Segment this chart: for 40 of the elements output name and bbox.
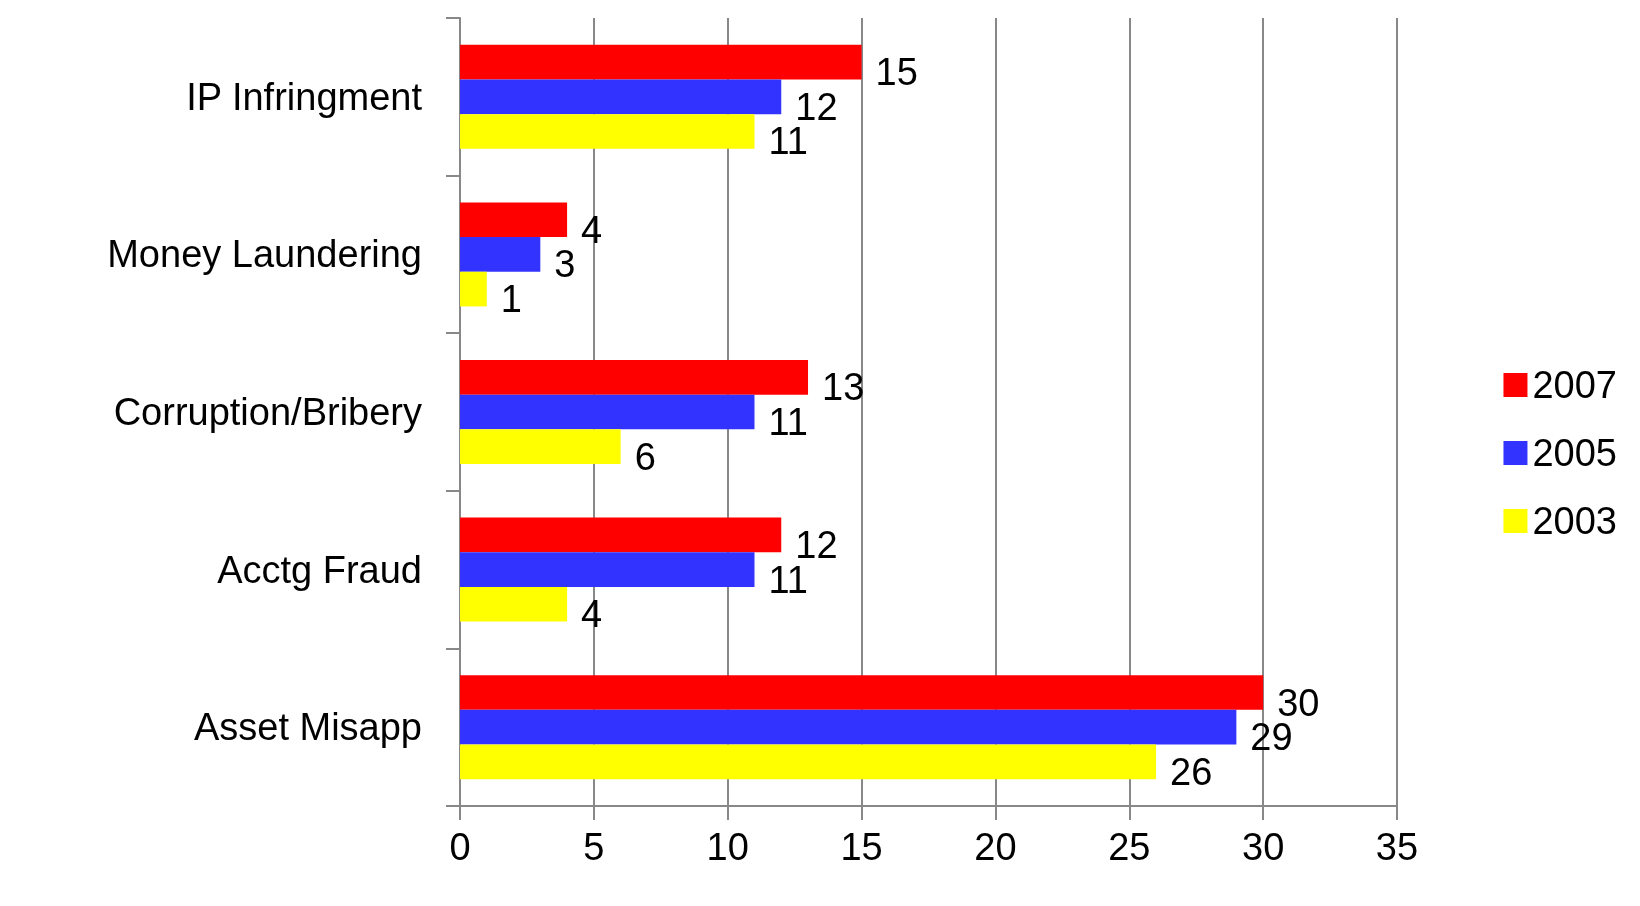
bar (460, 237, 541, 272)
x-tick-label: 25 (1108, 826, 1151, 868)
data-label: 4 (581, 593, 603, 636)
bar (460, 359, 809, 395)
legend-label: 2007 (1532, 364, 1618, 406)
legend-label: 2005 (1532, 432, 1618, 474)
bar (460, 202, 568, 238)
data-label: 1 (500, 278, 522, 321)
data-label: 6 (634, 435, 656, 478)
bar (460, 552, 755, 587)
bar (460, 709, 1237, 745)
bar (460, 271, 487, 307)
data-label: 15 (875, 51, 918, 94)
bar (460, 744, 1157, 780)
x-tick-label: 5 (583, 826, 605, 868)
data-label: 13 (822, 366, 865, 409)
x-tick-label: 15 (840, 826, 883, 868)
y-tick-label: Corruption/Bribery (113, 391, 422, 433)
bar (460, 79, 782, 115)
legend-label: 2003 (1532, 500, 1618, 542)
data-label: 4 (581, 208, 603, 251)
x-tick-label: 0 (449, 826, 471, 868)
data-label: 26 (1170, 750, 1213, 793)
x-tick-label: 35 (1375, 826, 1419, 868)
y-tick-label: Money Laundering (107, 233, 422, 276)
bar (460, 429, 621, 465)
x-tick-label: 30 (1242, 826, 1285, 868)
data-label: 11 (768, 401, 808, 443)
y-tick-label: Asset Misapp (193, 706, 422, 749)
bar (460, 675, 1264, 710)
y-tick-label: Acctg Fraud (217, 548, 422, 591)
x-tick-label: 20 (974, 826, 1017, 868)
bar (460, 586, 568, 622)
bar (460, 394, 755, 430)
y-tick-label: IP Infringment (186, 75, 423, 118)
bar (460, 44, 862, 80)
data-label: 3 (554, 243, 576, 286)
x-tick-label: 10 (706, 826, 749, 868)
bar (460, 114, 755, 149)
bar (460, 517, 782, 553)
